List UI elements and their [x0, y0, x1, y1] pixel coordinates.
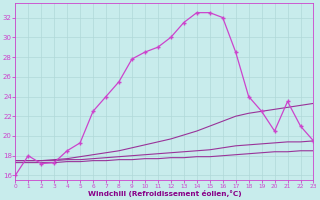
X-axis label: Windchill (Refroidissement éolien,°C): Windchill (Refroidissement éolien,°C) [88, 190, 241, 197]
